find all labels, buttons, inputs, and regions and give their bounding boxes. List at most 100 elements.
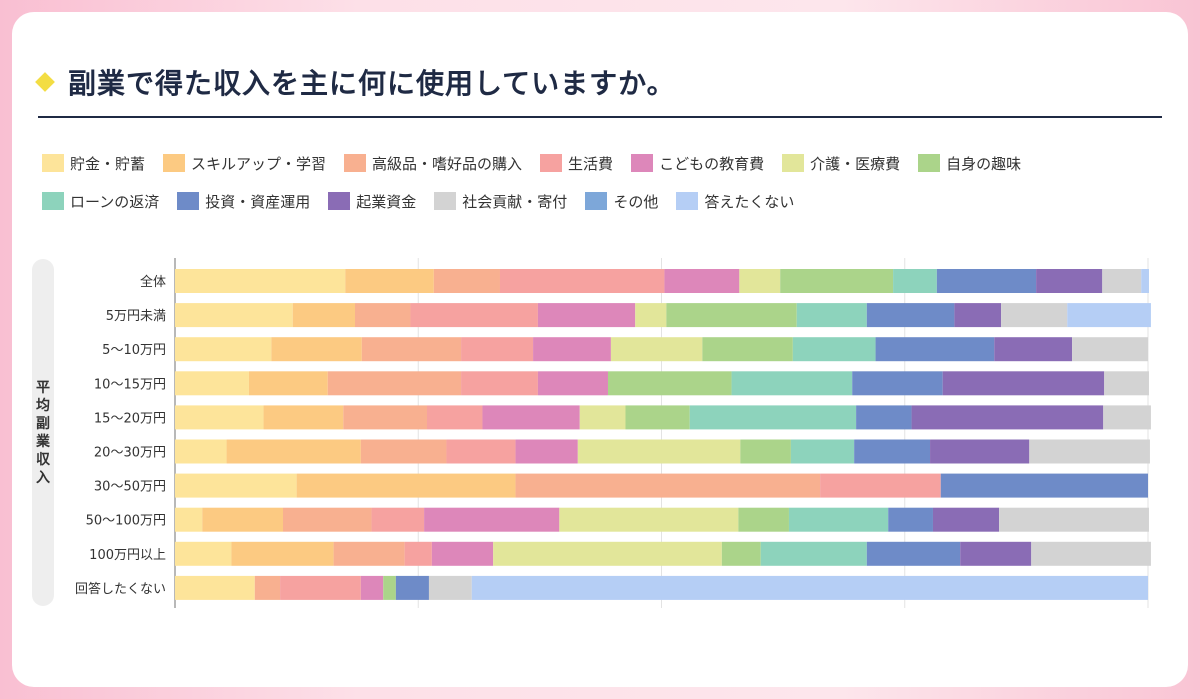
bar-segment (296, 473, 516, 498)
bar-segment (888, 507, 933, 532)
legend-swatch (918, 154, 941, 172)
bar-segment (932, 507, 1000, 532)
bar-segment (625, 405, 690, 430)
bar-segment (371, 507, 425, 532)
y-axis-label: 平均副業収入 (36, 379, 50, 486)
bar-segment (854, 439, 931, 464)
bar-segment (292, 303, 356, 328)
bar-segment (360, 575, 384, 600)
legend-item: 介護・医療費 (782, 153, 900, 174)
legend-label: 投資・資産運用 (205, 192, 311, 211)
bar-segment (343, 405, 428, 430)
legend-label: 生活費 (568, 154, 614, 173)
bar-segment (579, 405, 626, 430)
bar-segment (635, 303, 667, 328)
legend-swatch (434, 192, 457, 210)
bar-segment (226, 439, 361, 464)
bar-segment (559, 507, 739, 532)
bar-segment (721, 541, 761, 566)
bar-segment (788, 507, 889, 532)
bar-segment (175, 575, 255, 600)
legend-item: その他 (585, 191, 658, 212)
bar-segment (1103, 405, 1151, 430)
bar-segment (424, 507, 560, 532)
bar-segment (482, 405, 580, 430)
chart-legend: 貯金・貯蓄 スキルアップ・学習 高級品・嗜好品の購入 生活費 こどもの教育費 介護・医療費… (42, 144, 1172, 220)
bar-segment (202, 507, 284, 532)
title-divider (38, 116, 1162, 118)
bar-segment (790, 439, 855, 464)
legend-label: こどもの教育費 (659, 154, 765, 173)
bar-segment (515, 439, 578, 464)
bar-segment (254, 575, 281, 600)
legend-swatch (42, 154, 64, 172)
legend-label: 介護・医療費 (810, 154, 901, 173)
bar-segment (175, 439, 227, 464)
category-label: 回答したくない (75, 581, 166, 597)
bar-segment (461, 337, 534, 362)
category-label: 30〜50万円 (94, 480, 166, 495)
bar-segment (175, 541, 232, 566)
bar-segment (175, 405, 264, 430)
category-label: 5万円未満 (106, 309, 166, 324)
legend-label: 自身の趣味 (946, 154, 1022, 173)
bar-segment (1141, 269, 1149, 293)
category-label: 10〜15万円 (94, 377, 166, 392)
bar-segment (780, 269, 894, 293)
bar-segment (999, 507, 1149, 532)
bar-segment (664, 269, 740, 293)
bar-segment (175, 507, 203, 532)
bar-segment (760, 541, 867, 566)
bar-segment (175, 473, 297, 498)
legend-item: 生活費 (540, 153, 613, 174)
legend-label: その他 (613, 192, 659, 211)
bar-segment (471, 575, 1148, 600)
bar-segment (410, 303, 538, 328)
legend-swatch (163, 154, 186, 172)
category-label: 全体 (140, 274, 166, 290)
bar-segment (404, 541, 432, 566)
legend-label: 社会貢献・寄付 (462, 192, 568, 211)
legend-row: ローンの返済 投資・資産運用 起業資金 社会貢献・寄付 その他 答えたくない (42, 182, 1172, 220)
bar-segment (936, 269, 1037, 293)
bar-segment (875, 337, 995, 362)
legend-item: 社会貢献・寄付 (434, 191, 567, 212)
legend-item: 投資・資産運用 (177, 191, 310, 212)
legend-item: 起業資金 (328, 191, 416, 212)
bar-segment (327, 371, 462, 396)
bar-segment (820, 473, 941, 498)
bar-segment (792, 337, 876, 362)
bar-segment (395, 575, 429, 600)
bar-segment (731, 371, 853, 396)
bar-segment (280, 575, 361, 600)
legend-item: 高級品・嗜好品の購入 (344, 153, 522, 174)
bar-segment (796, 303, 867, 328)
bar-segment (345, 269, 434, 293)
legend-label: 起業資金 (356, 192, 417, 211)
bar-segment (493, 541, 722, 566)
bar-segment (248, 371, 328, 396)
legend-swatch (676, 192, 699, 210)
legend-swatch (631, 154, 654, 172)
bar-segment (911, 405, 1104, 430)
bar-segment (740, 439, 791, 464)
bar-segment (940, 473, 1148, 498)
legend-item: 自身の趣味 (918, 153, 1021, 174)
bar-segment (866, 541, 961, 566)
category-label: 20〜30万円 (94, 446, 166, 461)
bar-segment (461, 371, 538, 396)
bar-segment (537, 371, 608, 396)
bar-segment (537, 303, 636, 328)
legend-item: 答えたくない (676, 191, 794, 212)
bar-segment (689, 405, 857, 430)
bar-segment (515, 473, 821, 498)
category-label: 50〜100万円 (86, 514, 166, 529)
bar-segment (994, 337, 1073, 362)
bar-segment (893, 269, 937, 293)
bar-segment (930, 439, 1030, 464)
bar-segment (954, 303, 1002, 328)
bar-segment (383, 575, 396, 600)
legend-label: ローンの返済 (70, 192, 160, 211)
bar-segment (428, 575, 472, 600)
legend-item: スキルアップ・学習 (163, 153, 326, 174)
